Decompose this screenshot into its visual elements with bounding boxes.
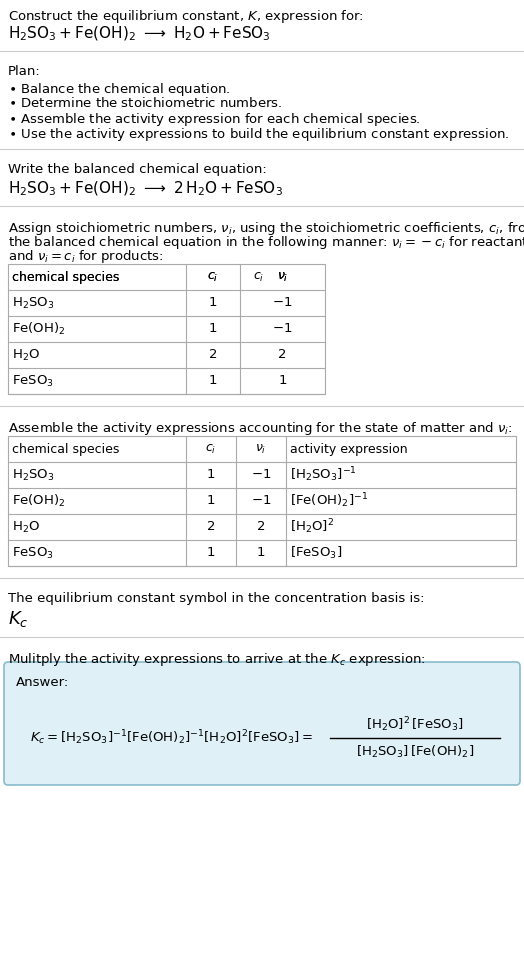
Text: $\mathrm{H_2SO_3 + Fe(OH)_2\ \longrightarrow\ 2\,H_2O + FeSO_3}$: $\mathrm{H_2SO_3 + Fe(OH)_2\ \longrighta… <box>8 180 283 198</box>
Text: $\bullet$ Use the activity expressions to build the equilibrium constant express: $\bullet$ Use the activity expressions t… <box>8 126 509 143</box>
Text: $\mathrm{H_2O}$: $\mathrm{H_2O}$ <box>12 520 40 535</box>
Text: 1: 1 <box>207 495 215 507</box>
Bar <box>8 436 516 566</box>
Text: chemical species: chemical species <box>12 442 119 456</box>
Text: chemical species: chemical species <box>12 271 119 283</box>
Text: $\mathrm{Fe(OH)_2}$: $\mathrm{Fe(OH)_2}$ <box>12 493 66 509</box>
Text: $c_i$: $c_i$ <box>254 271 265 283</box>
Text: Assemble the activity expressions accounting for the state of matter and $\nu_i$: Assemble the activity expressions accoun… <box>8 420 512 437</box>
Text: Plan:: Plan: <box>8 65 41 78</box>
Text: 1: 1 <box>207 469 215 481</box>
Text: $[\mathrm{H_2SO_3}]\,[\mathrm{Fe(OH)_2}]$: $[\mathrm{H_2SO_3}]\,[\mathrm{Fe(OH)_2}]… <box>356 744 474 760</box>
Text: $[\mathrm{H_2O}]^2\,[\mathrm{FeSO_3}]$: $[\mathrm{H_2O}]^2\,[\mathrm{FeSO_3}]$ <box>366 716 464 734</box>
Text: 1: 1 <box>207 546 215 560</box>
Text: The equilibrium constant symbol in the concentration basis is:: The equilibrium constant symbol in the c… <box>8 592 424 605</box>
Text: $\mathrm{FeSO_3}$: $\mathrm{FeSO_3}$ <box>12 373 54 389</box>
Text: $\nu_i$: $\nu_i$ <box>277 271 288 283</box>
Text: $-1$: $-1$ <box>272 323 293 336</box>
Text: $c_i$: $c_i$ <box>205 442 216 456</box>
Text: and $\nu_i = c_i$ for products:: and $\nu_i = c_i$ for products: <box>8 248 163 265</box>
Text: $-1$: $-1$ <box>251 469 271 481</box>
Text: $-1$: $-1$ <box>251 495 271 507</box>
Text: $\mathrm{FeSO_3}$: $\mathrm{FeSO_3}$ <box>12 545 54 561</box>
Text: 2: 2 <box>257 521 265 533</box>
Text: $\nu_i$: $\nu_i$ <box>255 442 267 456</box>
Text: 1: 1 <box>278 374 287 388</box>
Text: $[\mathrm{Fe(OH)_2}]^{-1}$: $[\mathrm{Fe(OH)_2}]^{-1}$ <box>290 492 368 510</box>
Text: $\bullet$ Determine the stoichiometric numbers.: $\bullet$ Determine the stoichiometric n… <box>8 96 282 110</box>
Text: 2: 2 <box>207 521 215 533</box>
Text: $-1$: $-1$ <box>272 297 293 309</box>
Text: $\mathrm{H_2O}$: $\mathrm{H_2O}$ <box>12 347 40 363</box>
Text: activity expression: activity expression <box>290 442 408 456</box>
Text: the balanced chemical equation in the following manner: $\nu_i = -c_i$ for react: the balanced chemical equation in the fo… <box>8 234 524 251</box>
Text: Construct the equilibrium constant, $K$, expression for:: Construct the equilibrium constant, $K$,… <box>8 8 364 25</box>
Text: $c_i$: $c_i$ <box>208 271 219 283</box>
Text: 1: 1 <box>257 546 265 560</box>
Text: $\mathrm{H_2SO_3}$: $\mathrm{H_2SO_3}$ <box>12 467 54 482</box>
Text: $\mathrm{Fe(OH)_2}$: $\mathrm{Fe(OH)_2}$ <box>12 321 66 337</box>
Text: 2: 2 <box>209 348 217 362</box>
Text: 2: 2 <box>278 348 287 362</box>
Text: $\bullet$ Assemble the activity expression for each chemical species.: $\bullet$ Assemble the activity expressi… <box>8 111 421 128</box>
Text: $K_c$: $K_c$ <box>8 609 29 629</box>
Text: $K_c = [\mathrm{H_2SO_3}]^{-1} [\mathrm{Fe(OH)_2}]^{-1} [\mathrm{H_2O}]^{2} [\ma: $K_c = [\mathrm{H_2SO_3}]^{-1} [\mathrm{… <box>30 728 313 747</box>
Text: $\bullet$ Balance the chemical equation.: $\bullet$ Balance the chemical equation. <box>8 81 231 98</box>
Text: $\mathrm{H_2SO_3}$: $\mathrm{H_2SO_3}$ <box>12 296 54 311</box>
Text: $[\mathrm{H_2SO_3}]^{-1}$: $[\mathrm{H_2SO_3}]^{-1}$ <box>290 466 357 484</box>
Text: Assign stoichiometric numbers, $\nu_i$, using the stoichiometric coefficients, $: Assign stoichiometric numbers, $\nu_i$, … <box>8 220 524 237</box>
Text: chemical species: chemical species <box>12 271 119 283</box>
Text: Mulitply the activity expressions to arrive at the $K_c$ expression:: Mulitply the activity expressions to arr… <box>8 651 426 668</box>
Text: Answer:: Answer: <box>16 676 69 689</box>
Text: $[\mathrm{H_2O}]^{2}$: $[\mathrm{H_2O}]^{2}$ <box>290 518 334 536</box>
Text: $[\mathrm{FeSO_3}]$: $[\mathrm{FeSO_3}]$ <box>290 545 342 561</box>
Text: 1: 1 <box>209 297 217 309</box>
Bar <box>8 264 325 394</box>
FancyBboxPatch shape <box>4 662 520 785</box>
Text: 1: 1 <box>209 374 217 388</box>
Text: $\nu_i$: $\nu_i$ <box>277 271 288 283</box>
Text: Write the balanced chemical equation:: Write the balanced chemical equation: <box>8 163 267 176</box>
Text: $\mathrm{H_2SO_3 + Fe(OH)_2\ \longrightarrow\ H_2O + FeSO_3}$: $\mathrm{H_2SO_3 + Fe(OH)_2\ \longrighta… <box>8 25 271 43</box>
Text: $c_i$: $c_i$ <box>208 271 219 283</box>
Text: 1: 1 <box>209 323 217 336</box>
